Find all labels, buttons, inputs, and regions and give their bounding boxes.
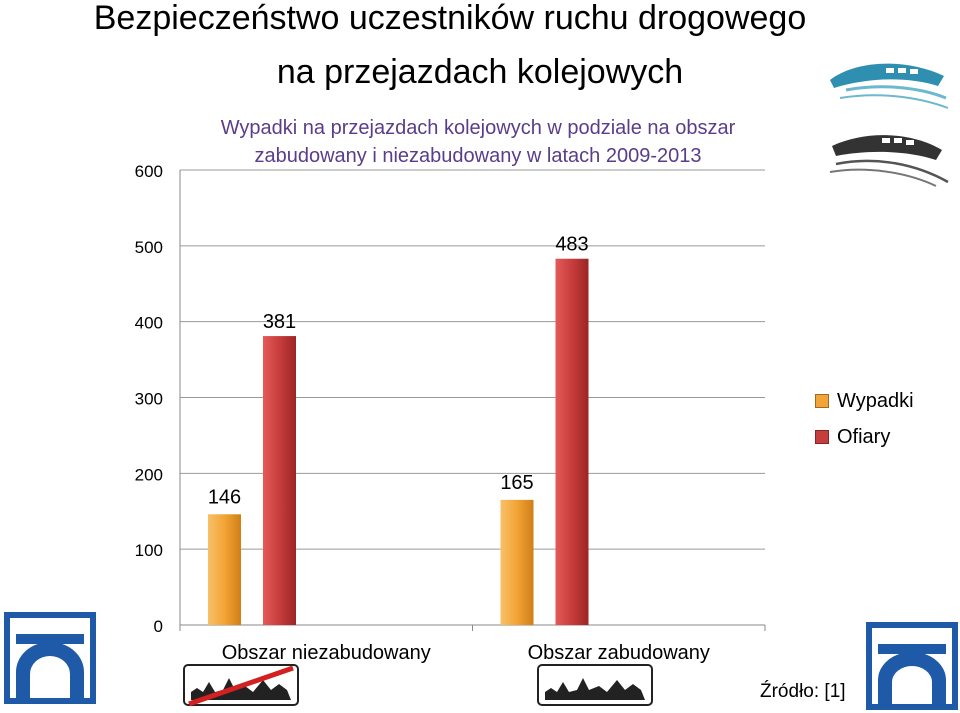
y-tick-label: 300 bbox=[135, 390, 163, 409]
settlement-crossed-icon bbox=[183, 664, 299, 706]
category-label: Obszar zabudowany bbox=[528, 642, 710, 664]
y-tick-label: 500 bbox=[135, 238, 163, 257]
slide-title-line-1: Bezpieczeństwo uczestników ruchu drogowe… bbox=[93, 0, 807, 37]
bar-wypadki bbox=[208, 514, 241, 625]
y-tick-label: 200 bbox=[135, 465, 163, 484]
railway-crossing-sign-icon bbox=[4, 612, 96, 704]
train-icon bbox=[830, 63, 949, 109]
legend-label-ofiary: Ofiary bbox=[837, 425, 891, 448]
chart-legend: Wypadki Ofiary bbox=[815, 383, 914, 455]
bar-ofiary bbox=[555, 258, 589, 625]
data-label: 165 bbox=[500, 472, 533, 494]
source-note: Źródło: [1] bbox=[760, 681, 846, 702]
y-tick-label: 100 bbox=[135, 541, 163, 560]
settlement-icon bbox=[537, 664, 653, 706]
chart-title-line-2: zabudowany i niezabudowany w latach 2009… bbox=[255, 145, 702, 167]
legend-label-wypadki: Wypadki bbox=[837, 389, 914, 412]
y-tick-label: 0 bbox=[154, 617, 163, 636]
category-label: Obszar niezabudowany bbox=[222, 642, 431, 664]
legend-item-wypadki: Wypadki bbox=[815, 383, 914, 419]
data-label: 483 bbox=[555, 234, 588, 256]
railway-crossing-sign-icon bbox=[866, 622, 958, 710]
slide-title-line-2: na przejazdach kolejowych bbox=[276, 53, 684, 91]
data-label: 381 bbox=[263, 311, 296, 333]
data-label: 146 bbox=[208, 486, 241, 508]
y-tick-label: 400 bbox=[135, 314, 163, 333]
legend-swatch-wypadki bbox=[815, 394, 829, 408]
train-icon bbox=[829, 135, 949, 187]
chart-title-line-1: Wypadki na przejazdach kolejowych w podz… bbox=[221, 117, 736, 139]
bar-wypadki bbox=[500, 499, 534, 625]
legend-swatch-ofiary bbox=[815, 430, 829, 444]
y-tick-label: 600 bbox=[135, 162, 163, 181]
bar-ofiary bbox=[263, 336, 296, 625]
legend-item-ofiary: Ofiary bbox=[815, 419, 914, 455]
